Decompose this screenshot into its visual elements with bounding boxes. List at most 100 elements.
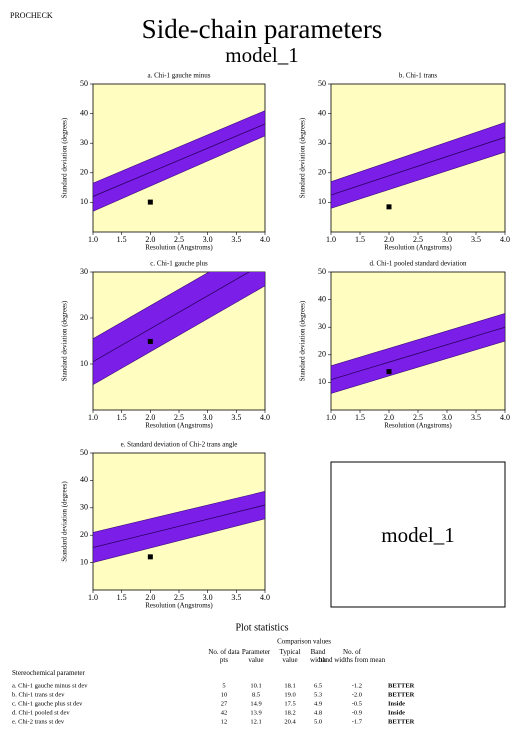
table-cell: 19.0 (284, 691, 295, 698)
x-tick-label: 2.5 (174, 593, 184, 602)
band-center-line (93, 123, 265, 197)
table-cell: c. Chi-1 gauche plus st dev (12, 700, 83, 707)
x-tick-label: 2.0 (384, 235, 394, 244)
x-tick-label: 1.5 (117, 593, 127, 602)
x-tick-label: 1.5 (355, 413, 365, 422)
column-header: Typical value (280, 648, 301, 664)
y-axis-label: Standard deviation (degrees) (61, 481, 69, 562)
table-cell: 10 (221, 691, 228, 698)
x-tick-label: 2.0 (384, 413, 394, 422)
table-cell: BETTER (388, 691, 415, 698)
data-point (147, 338, 153, 344)
x-tick-label: 3.0 (442, 235, 452, 244)
table-cell: 20.4 (284, 718, 296, 725)
y-tick-label: 10 (318, 197, 326, 206)
x-tick-label: 3.0 (203, 593, 213, 602)
x-tick-label: 2.5 (174, 413, 184, 422)
table-cell: 4.9 (314, 700, 322, 707)
x-tick-label: 3.0 (203, 413, 213, 422)
y-axis-label: Standard deviation (degrees) (299, 117, 307, 198)
y-tick-label: 30 (80, 503, 88, 512)
x-tick-label: 2.5 (413, 413, 423, 422)
x-tick-label: 2.5 (174, 235, 184, 244)
y-tick-label: 10 (80, 359, 88, 368)
x-tick-label: 1.5 (117, 413, 127, 422)
y-tick-label: 10 (318, 377, 326, 386)
x-tick-label: 2.0 (145, 413, 155, 422)
x-tick-label: 1.0 (88, 593, 98, 602)
y-tick-label: 20 (80, 313, 88, 322)
table-cell: 12 (221, 718, 228, 725)
table-cell: 42 (221, 709, 228, 716)
x-axis-label: Resolution (Angstroms) (384, 422, 452, 430)
data-point (386, 369, 392, 375)
band-center-line (93, 272, 250, 363)
x-tick-label: 4.0 (500, 413, 510, 422)
data-point (386, 204, 392, 210)
y-tick-label: 30 (80, 267, 88, 276)
table-cell: 13.9 (250, 709, 261, 716)
x-tick-label: 2.0 (145, 235, 155, 244)
table-cell: 6.5 (314, 682, 322, 689)
table-cell: 27 (221, 700, 228, 707)
x-tick-label: 1.0 (88, 413, 98, 422)
y-axis-label: Standard deviation (degrees) (299, 300, 307, 381)
table-cell: a. Chi-1 gauche minus st dev (12, 682, 88, 689)
y-tick-label: 20 (80, 530, 88, 539)
x-axis-label: Resolution (Angstroms) (384, 244, 452, 252)
x-tick-label: 3.5 (231, 413, 241, 422)
table-cell: 5.3 (314, 691, 322, 698)
chart-title: e. Standard deviation of Chi-2 trans ang… (121, 441, 238, 449)
y-tick-label: 50 (80, 448, 88, 457)
band (93, 272, 265, 386)
model-box (330, 461, 506, 608)
x-tick-label: 1.5 (355, 235, 365, 244)
column-header: Parameter value (242, 648, 271, 664)
table-cell: Inside (388, 700, 405, 707)
y-tick-label: 40 (80, 108, 88, 117)
y-tick-label: 40 (80, 475, 88, 484)
group-header: Comparison values (277, 638, 331, 646)
y-tick-label: 30 (318, 138, 326, 147)
x-tick-label: 3.5 (231, 593, 241, 602)
table-cell: 4.8 (314, 709, 322, 716)
x-tick-label: 3.5 (471, 413, 481, 422)
band (93, 491, 265, 563)
table-cell: Inside (388, 709, 405, 716)
band (93, 110, 265, 212)
y-tick-label: 40 (318, 294, 326, 303)
page-subtitle: model_1 (225, 43, 299, 67)
x-tick-label: 3.5 (231, 235, 241, 244)
table-cell: BETTER (388, 718, 415, 725)
column-header: No. of band widths from mean (319, 648, 386, 664)
y-tick-label: 30 (80, 138, 88, 147)
table-cell: e. Chi-2 trans st dev (12, 718, 65, 725)
table-cell: 8.5 (252, 691, 260, 698)
program-name: PROCHECK (10, 11, 53, 20)
table-title: Plot statistics (235, 622, 288, 633)
y-tick-label: 40 (318, 108, 326, 117)
table-cell: 18.1 (284, 682, 295, 689)
column-header: Stereochemical parameter (12, 669, 86, 677)
band-center-line (331, 136, 505, 196)
table-cell: 12.1 (250, 718, 261, 725)
table-cell: 5 (222, 682, 225, 689)
chart-title: b. Chi-1 trans (399, 72, 438, 80)
model-label: model_1 (381, 523, 455, 547)
data-point (147, 554, 153, 560)
x-tick-label: 3.0 (442, 413, 452, 422)
x-tick-label: 1.0 (326, 413, 336, 422)
x-tick-label: 4.0 (500, 235, 510, 244)
y-tick-label: 10 (80, 197, 88, 206)
x-tick-label: 2.5 (413, 235, 423, 244)
x-axis-label: Resolution (Angstroms) (145, 244, 213, 252)
table-cell: -1.7 (352, 718, 363, 725)
y-tick-label: 20 (80, 168, 88, 177)
table-cell: b. Chi-1 trans st dev (12, 691, 65, 698)
band-center-line (93, 504, 265, 548)
y-tick-label: 50 (80, 79, 88, 88)
table-cell: 5.0 (314, 718, 322, 725)
x-tick-label: 1.5 (117, 235, 127, 244)
y-tick-label: 50 (318, 267, 326, 276)
